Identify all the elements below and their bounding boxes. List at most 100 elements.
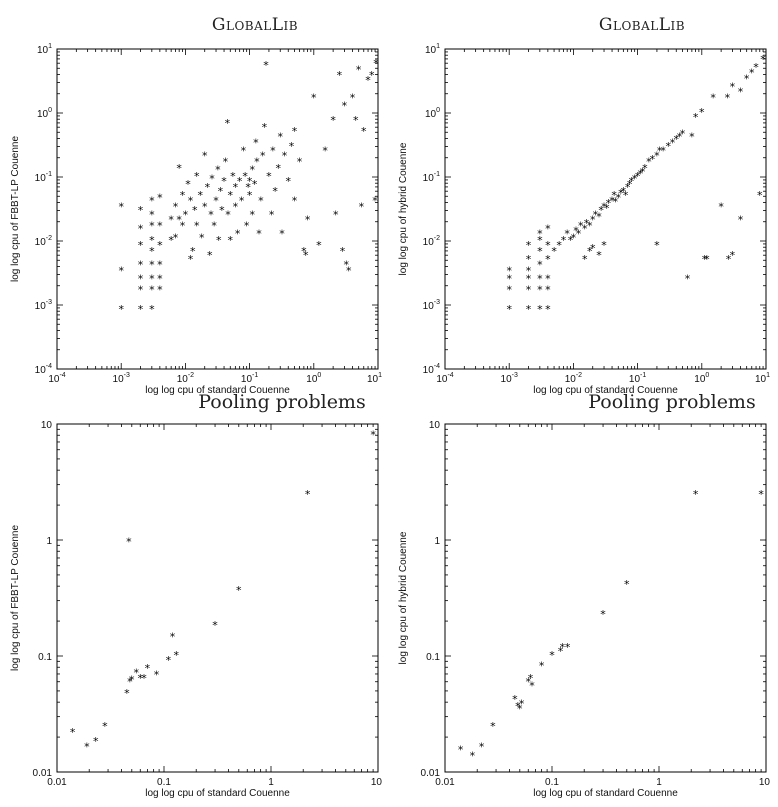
x-tick-label: 10-4 xyxy=(48,372,65,385)
data-point: * xyxy=(138,272,144,285)
y-tick-label: 100 xyxy=(425,107,440,120)
data-point: * xyxy=(205,181,211,194)
data-point: * xyxy=(640,166,646,179)
data-point: * xyxy=(197,189,203,202)
data-point: * xyxy=(704,253,710,266)
data-point: * xyxy=(208,208,214,221)
data-point: * xyxy=(638,168,644,181)
data-point: * xyxy=(479,740,485,753)
data-point: * xyxy=(545,239,551,252)
panel-title: Pooling problems xyxy=(198,391,365,413)
data-point: * xyxy=(609,194,615,207)
data-point: * xyxy=(613,195,619,208)
data-point: * xyxy=(149,272,155,285)
x-tick-label: 10-3 xyxy=(501,372,518,385)
data-point: * xyxy=(199,232,205,245)
plot-frame xyxy=(444,48,767,370)
plot-frame xyxy=(56,48,379,370)
data-points: ******************** xyxy=(458,488,764,763)
x-tick-label: 10-2 xyxy=(565,372,582,385)
data-point: * xyxy=(654,150,660,163)
x-tick-label: 100 xyxy=(306,372,321,385)
data-point: * xyxy=(216,234,222,247)
data-point: * xyxy=(254,156,260,169)
data-point: * xyxy=(303,249,309,262)
axis-ticks xyxy=(444,48,767,370)
data-point: * xyxy=(138,239,144,252)
data-point: * xyxy=(545,303,551,316)
data-point: * xyxy=(556,239,562,252)
data-point: * xyxy=(606,197,612,210)
data-point: * xyxy=(582,253,588,266)
data-point: * xyxy=(564,228,570,241)
data-point: * xyxy=(738,86,744,99)
data-point: * xyxy=(537,258,543,271)
data-point: * xyxy=(537,303,543,316)
data-point: * xyxy=(202,150,208,163)
data-point: * xyxy=(218,185,224,198)
data-point: * xyxy=(699,106,705,119)
data-point: * xyxy=(587,220,593,233)
x-tick-label: 1 xyxy=(656,777,662,788)
data-point: * xyxy=(596,210,602,223)
data-point: * xyxy=(241,144,247,157)
data-point: * xyxy=(277,130,283,143)
data-point: * xyxy=(157,239,163,252)
data-point: * xyxy=(738,214,744,227)
data-point: * xyxy=(674,133,680,146)
data-point: * xyxy=(124,687,130,700)
data-point: * xyxy=(157,272,163,285)
data-point: * xyxy=(730,80,736,93)
scatter-panel-4: Pooling problems 0.01 0.1 1 10 0.01 0.1 1 10 log … xyxy=(398,391,770,799)
data-point: * xyxy=(333,208,339,221)
data-point: * xyxy=(650,153,656,166)
data-point: * xyxy=(244,220,250,233)
data-point: * xyxy=(188,194,194,207)
data-point: * xyxy=(215,164,221,177)
data-point: * xyxy=(180,189,186,202)
data-point: * xyxy=(654,239,660,252)
data-point: * xyxy=(598,204,604,217)
data-point: * xyxy=(578,220,584,233)
data-point: * xyxy=(365,74,371,87)
data-point: * xyxy=(269,208,275,221)
data-points: ****************************************… xyxy=(118,57,379,316)
data-point: * xyxy=(194,220,200,233)
y-tick-label: 101 xyxy=(37,43,52,56)
data-point: * xyxy=(185,178,191,191)
data-point: * xyxy=(118,200,124,213)
data-point: * xyxy=(228,234,234,247)
data-point: * xyxy=(173,200,179,213)
panel-title: Pooling problems xyxy=(588,391,755,413)
y-axis-label: log log cpu of hybrid Couenne xyxy=(398,142,409,275)
data-point: * xyxy=(744,72,750,85)
data-point: * xyxy=(642,162,648,175)
data-point: * xyxy=(537,284,543,297)
y-tick-label: 0.1 xyxy=(426,652,440,663)
data-point: * xyxy=(565,641,571,654)
x-tick-label: 10-4 xyxy=(436,372,453,385)
data-point: * xyxy=(225,208,231,221)
data-point: * xyxy=(677,130,683,143)
data-point: * xyxy=(292,125,298,138)
data-point: * xyxy=(305,488,311,501)
data-point: * xyxy=(624,578,630,591)
data-point: * xyxy=(149,208,155,221)
data-point: * xyxy=(573,224,579,237)
data-point: * xyxy=(242,170,248,183)
data-point: * xyxy=(537,272,543,285)
y-tick-label: 10-1 xyxy=(423,171,440,184)
data-point: * xyxy=(568,234,574,247)
data-point: * xyxy=(593,208,599,221)
data-point: * xyxy=(157,192,163,205)
data-point: * xyxy=(753,61,759,74)
data-point: * xyxy=(138,284,144,297)
data-point: * xyxy=(600,608,606,621)
data-point: * xyxy=(545,223,551,236)
data-point: * xyxy=(93,735,99,748)
x-tick-label: 1 xyxy=(268,777,274,788)
y-axis-label: log log cpu of FBBT-LP Couenne xyxy=(10,525,21,671)
data-point: * xyxy=(141,672,147,685)
data-point: * xyxy=(526,239,532,252)
